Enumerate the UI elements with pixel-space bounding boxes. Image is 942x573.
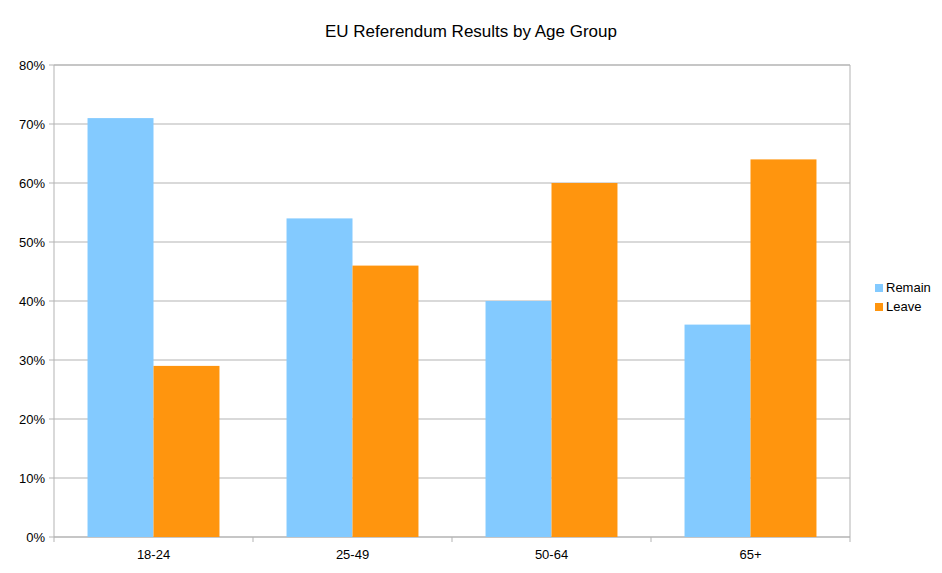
y-tick-label: 10% (19, 471, 45, 486)
y-tick-label: 70% (19, 117, 45, 132)
y-tick-label: 30% (19, 353, 45, 368)
y-tick-label: 80% (19, 58, 45, 73)
grid-line (54, 242, 850, 243)
y-tick-label: 20% (19, 412, 45, 427)
bar (486, 301, 552, 537)
x-tick-label: 25-49 (336, 547, 369, 562)
bar (552, 183, 618, 537)
y-tick-label: 40% (19, 294, 45, 309)
bar (287, 218, 353, 537)
category-tick (253, 537, 254, 542)
category-tick (850, 537, 851, 542)
grid-line (54, 124, 850, 125)
bar (685, 325, 751, 537)
chart-container: EU Referendum Results by Age Group 0% 10% 2… (0, 0, 942, 573)
y-tick-label: 50% (19, 235, 45, 250)
bar (353, 266, 419, 537)
category-tick (54, 537, 55, 542)
tick-mark (49, 301, 54, 302)
bars (88, 118, 817, 537)
legend-label: Leave (886, 299, 921, 314)
x-tick-label: 65+ (739, 547, 761, 562)
tick-mark (49, 537, 54, 538)
grid-line (54, 183, 850, 184)
legend-label: Remain (886, 280, 931, 295)
grid-line (54, 65, 850, 66)
tick-mark (49, 419, 54, 420)
grid-line (54, 301, 850, 302)
chart-svg: EU Referendum Results by Age Group 0% 10% 2… (0, 0, 942, 573)
tick-mark (49, 124, 54, 125)
y-tick-label: 0% (26, 530, 45, 545)
tick-mark (49, 242, 54, 243)
legend-swatch (875, 303, 883, 311)
category-tick (651, 537, 652, 542)
plot-frame (54, 65, 850, 66)
category-tick (452, 537, 453, 542)
tick-mark (49, 478, 54, 479)
x-tick-label: 50-64 (535, 547, 568, 562)
y-tick-label: 60% (19, 176, 45, 191)
title: EU Referendum Results by Age Group (325, 22, 617, 41)
tick-mark (49, 360, 54, 361)
bar (751, 159, 817, 537)
bar (88, 118, 154, 537)
y-axis-line (54, 65, 55, 537)
tick-mark (49, 183, 54, 184)
x-tick-label: 18-24 (137, 547, 170, 562)
bar (154, 366, 220, 537)
legend-swatch (875, 284, 883, 292)
plot-frame (850, 65, 851, 537)
tick-mark (49, 65, 54, 66)
